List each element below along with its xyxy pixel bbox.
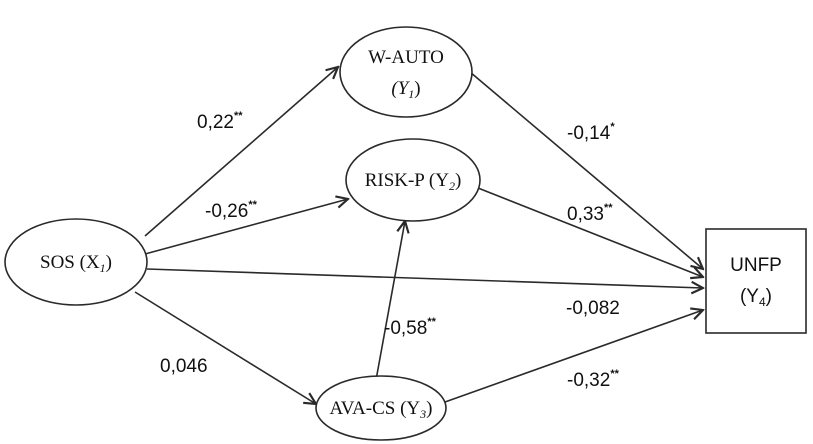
coef-sos-wauto: 0,22** xyxy=(197,110,243,133)
node-unfp-label: UNFP xyxy=(730,255,782,276)
coef-sos-unfp: -0,082 xyxy=(566,298,620,319)
edge-sos-to-avacs xyxy=(134,291,316,404)
edge-avacs-to-riskp xyxy=(375,221,405,381)
node-wauto-sublabel: (Y1) xyxy=(391,78,420,101)
node-sos: SOS (X1) xyxy=(4,218,148,306)
node-sos-ellipse xyxy=(4,218,148,306)
node-unfp-box xyxy=(705,228,807,334)
edges xyxy=(134,67,703,404)
edge-avacs-to-unfp xyxy=(444,310,703,403)
node-riskp-ellipse xyxy=(345,138,481,222)
edge-sos-to-riskp xyxy=(144,199,348,255)
node-avacs-label: AVA-CS (Y3) xyxy=(330,398,433,421)
edge-wauto-to-unfp xyxy=(469,71,703,269)
coef-riskp-unfp: 0,33** xyxy=(567,202,613,225)
coef-wauto-unfp: -0,14* xyxy=(567,121,615,144)
coef-sos-avacs: 0,046 xyxy=(160,356,208,377)
edge-sos-to-wauto xyxy=(144,67,338,237)
node-wauto-ellipse xyxy=(339,26,473,118)
coefficients: 0,22** -0,26** -0,082 0,046 -0,14* 0,33*… xyxy=(160,110,620,391)
coef-avacs-unfp: -0,32** xyxy=(567,368,620,391)
node-unfp: UNFP (Y4) xyxy=(705,228,807,334)
node-avacs-ellipse xyxy=(315,375,447,441)
node-riskp: RISK-P (Y2) xyxy=(345,138,481,222)
node-wauto-label: W-AUTO xyxy=(368,47,444,68)
edge-riskp-to-unfp xyxy=(477,187,703,277)
coef-avacs-riskp: -0,58** xyxy=(384,316,437,339)
edge-sos-to-unfp xyxy=(146,268,703,288)
node-unfp-sublabel: (Y4) xyxy=(740,286,772,309)
node-avacs: AVA-CS (Y3) xyxy=(315,375,447,441)
node-sos-label: SOS (X1) xyxy=(40,252,112,275)
node-riskp-label: RISK-P (Y2) xyxy=(365,170,462,193)
coef-sos-riskp: -0,26** xyxy=(205,199,258,222)
node-wauto: W-AUTO (Y1) xyxy=(339,26,473,118)
